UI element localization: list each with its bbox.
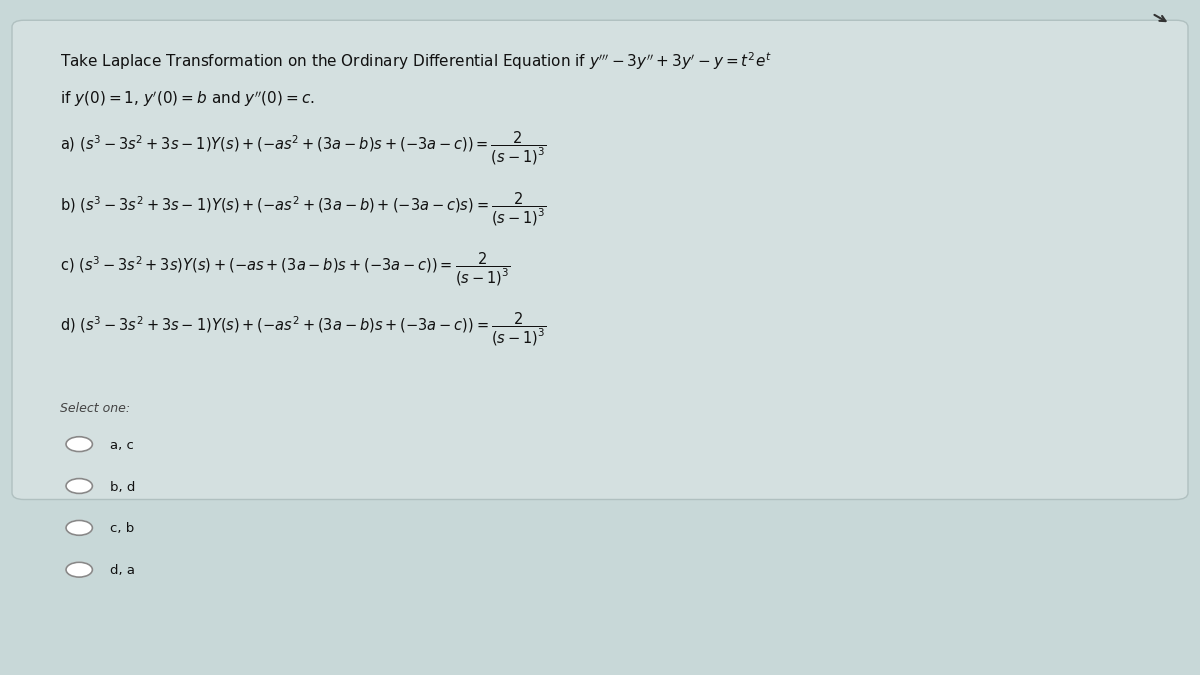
Circle shape <box>66 437 92 452</box>
Text: d) $(s^3 - 3s^2 + 3s - 1)Y(s) + (-as^2 + (3a - b)s + (-3a - c)) = \dfrac{2}{(s-1: d) $(s^3 - 3s^2 + 3s - 1)Y(s) + (-as^2 +… <box>60 310 547 348</box>
FancyBboxPatch shape <box>12 20 1188 500</box>
Text: c) $(s^3 - 3s^2 + 3s)Y(s) + (-as + (3a - b)s + (-3a - c)) = \dfrac{2}{(s-1)^3}$: c) $(s^3 - 3s^2 + 3s)Y(s) + (-as + (3a -… <box>60 251 510 288</box>
Text: Select one:: Select one: <box>60 402 130 414</box>
Text: Take Laplace Transformation on the Ordinary Differential Equation if $y''' - 3y': Take Laplace Transformation on the Ordin… <box>60 51 772 72</box>
Text: b) $(s^3 - 3s^2 + 3s - 1)Y(s) + (-as^2 + (3a - b) + (-3a - c)s) = \dfrac{2}{(s-1: b) $(s^3 - 3s^2 + 3s - 1)Y(s) + (-as^2 +… <box>60 190 547 227</box>
Circle shape <box>66 562 92 577</box>
Text: d, a: d, a <box>110 564 136 577</box>
Text: a) $(s^3 - 3s^2 + 3s - 1)Y(s) + (-as^2 + (3a - b)s + (-3a - c)) = \dfrac{2}{(s-1: a) $(s^3 - 3s^2 + 3s - 1)Y(s) + (-as^2 +… <box>60 130 546 167</box>
Text: b, d: b, d <box>110 481 136 493</box>
Text: a, c: a, c <box>110 439 134 452</box>
Text: c, b: c, b <box>110 522 134 535</box>
Circle shape <box>66 520 92 535</box>
Circle shape <box>66 479 92 493</box>
Text: if $y(0) = 1$, $y'(0) = b$ and $y''(0) = c$.: if $y(0) = 1$, $y'(0) = b$ and $y''(0) =… <box>60 89 314 109</box>
